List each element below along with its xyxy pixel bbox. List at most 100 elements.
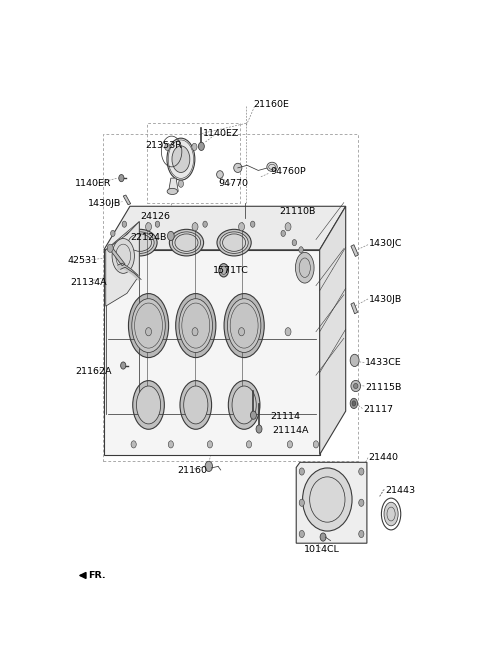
Circle shape [168, 441, 173, 448]
Circle shape [299, 531, 304, 537]
Bar [103, 134, 358, 462]
Circle shape [350, 398, 358, 408]
Ellipse shape [234, 164, 242, 172]
Ellipse shape [129, 293, 168, 358]
Circle shape [120, 362, 126, 369]
Circle shape [246, 441, 252, 448]
Text: 21134A: 21134A [71, 277, 107, 287]
Ellipse shape [112, 239, 134, 273]
Text: 1430JC: 1430JC [369, 239, 402, 248]
Circle shape [192, 328, 198, 336]
Ellipse shape [176, 293, 216, 358]
Text: 1140EZ: 1140EZ [203, 129, 240, 138]
Ellipse shape [232, 386, 256, 424]
Polygon shape [109, 247, 125, 266]
Circle shape [207, 441, 213, 448]
Text: 94760P: 94760P [270, 168, 306, 176]
Circle shape [203, 221, 207, 227]
Circle shape [110, 230, 115, 237]
Circle shape [251, 411, 256, 420]
Circle shape [256, 425, 262, 433]
Ellipse shape [302, 468, 352, 531]
Text: FR.: FR. [88, 571, 106, 580]
Text: 94770: 94770 [218, 180, 248, 188]
Circle shape [145, 328, 152, 336]
Circle shape [359, 499, 364, 506]
Circle shape [352, 401, 356, 406]
Text: 21117: 21117 [363, 405, 393, 414]
Text: 21114: 21114 [270, 412, 300, 421]
Polygon shape [320, 206, 346, 455]
Ellipse shape [126, 232, 154, 253]
Text: 21162A: 21162A [75, 367, 111, 376]
Ellipse shape [123, 229, 157, 256]
Ellipse shape [351, 380, 360, 392]
Text: 21160E: 21160E [253, 100, 289, 109]
Circle shape [192, 143, 197, 150]
Ellipse shape [169, 229, 204, 256]
Circle shape [239, 328, 244, 336]
Circle shape [122, 221, 127, 227]
Circle shape [281, 230, 286, 237]
Text: 21440: 21440 [369, 453, 399, 462]
Polygon shape [351, 303, 358, 314]
Circle shape [285, 328, 291, 336]
Text: 1430JB: 1430JB [88, 200, 121, 208]
Circle shape [165, 143, 170, 150]
Circle shape [205, 462, 213, 471]
Circle shape [251, 221, 255, 227]
Text: 21115B: 21115B [365, 382, 401, 392]
Ellipse shape [384, 502, 398, 526]
Bar [147, 123, 240, 203]
Ellipse shape [172, 146, 190, 172]
Ellipse shape [167, 138, 195, 180]
Circle shape [168, 231, 174, 241]
Ellipse shape [179, 299, 213, 352]
Ellipse shape [184, 386, 208, 424]
Text: 1140ER: 1140ER [75, 179, 111, 188]
Circle shape [292, 239, 297, 245]
Circle shape [155, 221, 160, 227]
Circle shape [285, 223, 291, 231]
Circle shape [299, 247, 303, 253]
Polygon shape [104, 250, 320, 455]
Ellipse shape [216, 171, 223, 178]
Ellipse shape [228, 380, 260, 430]
Ellipse shape [136, 386, 161, 424]
Circle shape [198, 142, 204, 150]
Polygon shape [106, 221, 139, 306]
Polygon shape [104, 206, 346, 250]
Circle shape [107, 244, 113, 252]
Circle shape [359, 468, 364, 475]
Text: 21110B: 21110B [279, 207, 316, 216]
Polygon shape [351, 245, 359, 257]
Ellipse shape [167, 188, 178, 194]
Text: 24126: 24126 [140, 212, 170, 221]
Ellipse shape [353, 384, 358, 388]
Ellipse shape [133, 380, 164, 430]
Circle shape [239, 223, 244, 231]
Text: 1571TC: 1571TC [213, 266, 248, 275]
Circle shape [119, 174, 124, 182]
Text: 22124B: 22124B [130, 233, 166, 242]
Polygon shape [296, 462, 367, 543]
Ellipse shape [217, 229, 251, 256]
Text: 42531: 42531 [67, 255, 97, 265]
Circle shape [299, 468, 304, 475]
Ellipse shape [296, 252, 314, 283]
Circle shape [145, 223, 152, 231]
Circle shape [178, 180, 183, 188]
Circle shape [359, 531, 364, 537]
Circle shape [192, 223, 198, 231]
Ellipse shape [172, 232, 201, 253]
Ellipse shape [180, 380, 212, 430]
Ellipse shape [224, 293, 264, 358]
Text: 21160: 21160 [177, 466, 207, 475]
Circle shape [288, 441, 292, 448]
Text: 21443: 21443 [385, 486, 416, 495]
Ellipse shape [132, 299, 165, 352]
Text: 1430JB: 1430JB [369, 295, 402, 305]
Ellipse shape [228, 299, 261, 352]
Circle shape [299, 499, 304, 506]
Text: 1014CL: 1014CL [304, 545, 339, 555]
